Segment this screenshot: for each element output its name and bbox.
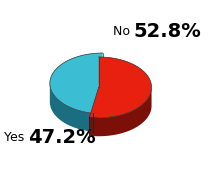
Polygon shape [50,84,93,132]
Text: No: No [113,25,134,38]
Polygon shape [89,87,152,136]
Text: 52.8%: 52.8% [134,22,201,41]
Polygon shape [89,87,99,136]
Text: Yes: Yes [4,131,28,144]
Polygon shape [93,83,103,132]
Text: 47.2%: 47.2% [28,128,96,147]
Polygon shape [50,53,103,113]
Polygon shape [89,57,152,118]
